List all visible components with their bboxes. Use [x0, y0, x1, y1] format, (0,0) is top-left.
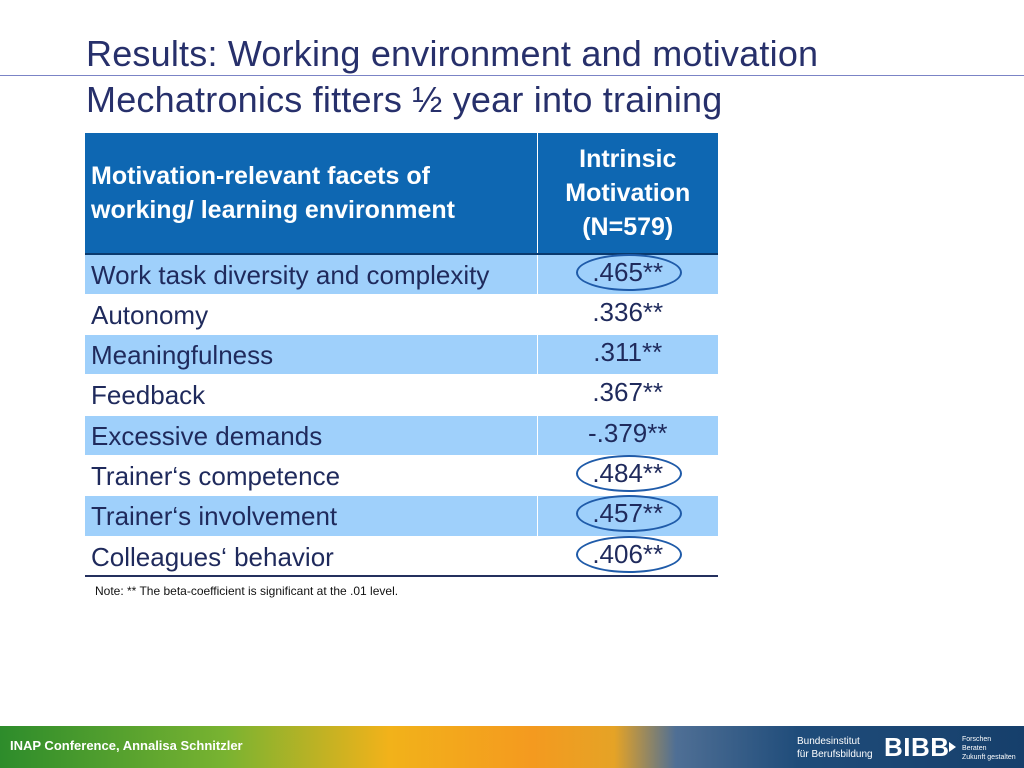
bibb-logo: BIBB: [884, 732, 950, 762]
slogan-line-2: Beraten: [962, 745, 987, 752]
table-row: Excessive demands -.379**: [85, 414, 718, 456]
facet-label: Work task diversity and complexity: [85, 253, 537, 295]
footer-bar: INAP Conference, Annalisa Schnitzler Bun…: [0, 726, 1024, 768]
institute-name-line-2: für Berufsbildung: [797, 749, 873, 760]
facet-label: Feedback: [85, 374, 537, 416]
coefficient-value: .311**: [593, 337, 663, 368]
coefficient-cell: .465**: [536, 253, 718, 295]
institute-name-line-1: Bundesinstitut: [797, 736, 860, 747]
slogan-line-1: Forschen: [962, 736, 992, 743]
coefficient-value: .336**: [592, 296, 664, 327]
logo-arrow-icon: [949, 742, 956, 752]
facet-label: Trainer‘s involvement: [85, 495, 537, 537]
coefficient-value: .367**: [592, 377, 664, 408]
slide-title: Results: Working environment and motivat…: [86, 33, 819, 74]
table-row: Feedback .367**: [85, 374, 718, 416]
facet-label: Colleagues‘ behavior: [85, 535, 537, 578]
coefficient-cell: .367**: [536, 374, 718, 416]
coefficient-value: -.379**: [588, 417, 668, 448]
institute-name: Bundesinstitut für Berufsbildung: [797, 735, 873, 761]
table-row: Trainer‘s involvement .457**: [85, 495, 718, 537]
coefficient-value: .465**: [592, 257, 664, 287]
facets-header-line-2: working/ learning environment: [91, 196, 455, 224]
motivation-column-header: Intrinsic Motivation (N=579): [536, 133, 718, 255]
results-table: Motivation-relevant facets of working/ l…: [85, 133, 718, 578]
motivation-header-line-1: Intrinsic: [579, 145, 677, 173]
coefficient-cell: .457**: [536, 495, 718, 537]
table-header-row: Motivation-relevant facets of working/ l…: [85, 133, 718, 255]
coefficient-cell: .336**: [536, 293, 718, 335]
coefficient-cell: .311**: [536, 334, 718, 375]
institute-slogan: Forschen Beraten Zukunft gestalten: [962, 735, 1016, 762]
table-row: Autonomy .336**: [85, 293, 718, 335]
table-row: Colleagues‘ behavior .406**: [85, 535, 718, 578]
facet-label: Excessive demands: [85, 414, 537, 456]
table-row: Meaningfulness .311**: [85, 334, 718, 375]
coefficient-value: .406**: [592, 538, 664, 569]
facet-label: Meaningfulness: [85, 334, 537, 375]
table-row: Trainer‘s competence .484**: [85, 454, 718, 496]
facets-column-header: Motivation-relevant facets of working/ l…: [85, 133, 537, 255]
facets-header-line-1: Motivation-relevant facets of: [91, 162, 430, 190]
facet-label: Trainer‘s competence: [85, 454, 537, 496]
table-row: Work task diversity and complexity .465*…: [85, 253, 718, 295]
coefficient-value: .457**: [592, 498, 664, 529]
title-divider: [0, 75, 1024, 76]
coefficient-value: .484**: [592, 457, 664, 488]
significance-note: Note: ** The beta-coefficient is signifi…: [95, 584, 399, 598]
slide-subtitle: Mechatronics fitters ½ year into trainin…: [86, 79, 723, 120]
coefficient-cell: -.379**: [536, 414, 718, 456]
motivation-header-line-3: (N=579): [582, 213, 674, 241]
coefficient-cell: .484**: [536, 454, 718, 496]
slogan-line-3: Zukunft gestalten: [962, 754, 1016, 761]
conference-credit: INAP Conference, Annalisa Schnitzler: [10, 738, 243, 753]
motivation-header-line-2: Motivation: [565, 179, 691, 207]
facet-label: Autonomy: [85, 293, 537, 335]
coefficient-cell: .406**: [536, 535, 718, 578]
